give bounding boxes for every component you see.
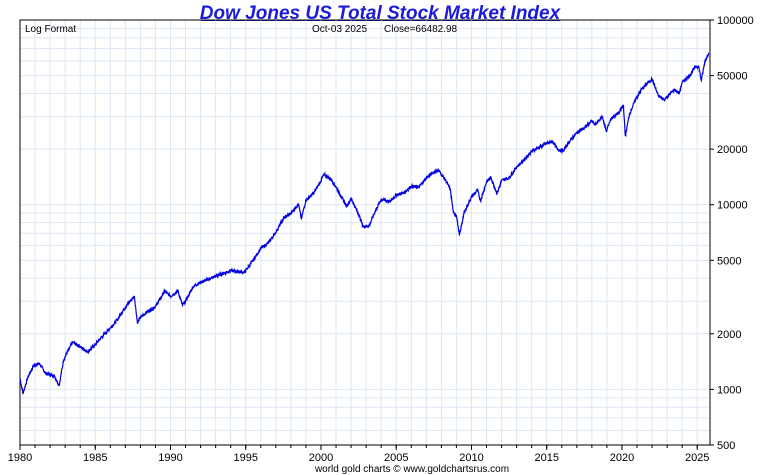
x-tick-label: 2005 [384, 452, 408, 464]
last-close-label: Close=66482.98 [384, 24, 458, 35]
x-tick-label: 2000 [309, 452, 333, 464]
x-tick-label: 2010 [459, 452, 483, 464]
y-tick-label: 5000 [717, 255, 741, 267]
y-tick-label: 2000 [717, 329, 741, 341]
y-tick-label: 20000 [717, 144, 748, 156]
y-tick-label: 500 [717, 440, 735, 452]
scale-label: Log Format [25, 24, 76, 35]
x-tick-label: 2020 [610, 452, 634, 464]
y-tick-label: 50000 [717, 71, 748, 83]
series-line [19, 52, 710, 395]
chart-title: Dow Jones US Total Stock Market Index [199, 3, 561, 24]
x-tick-label: 1985 [83, 452, 107, 464]
y-tick-label: 10000 [717, 200, 748, 212]
x-tick-label: 2025 [685, 452, 709, 464]
x-tick-label: 1995 [233, 452, 257, 464]
grid-lines [19, 19, 710, 446]
credit-label: world gold charts © www.goldchartsrus.co… [314, 464, 509, 475]
last-date-label: Oct-03 2025 [312, 24, 367, 35]
x-tick-label: 1990 [158, 452, 182, 464]
y-tick-label: 1000 [717, 384, 741, 396]
plot-frame [19, 19, 711, 446]
axes: 1980 1985 1990 1995 2000 2005 2010 2015 2020 2025… [8, 15, 754, 464]
y-tick-label: 100000 [717, 15, 754, 27]
x-tick-label: 2015 [534, 452, 558, 464]
x-tick-label: 1980 [8, 452, 32, 464]
